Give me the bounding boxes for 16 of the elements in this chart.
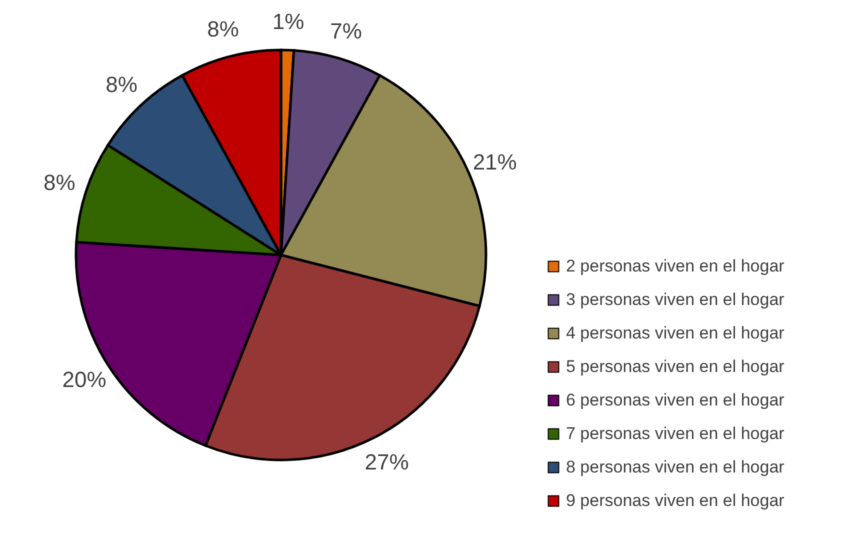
legend-label: 2 personas viven en el hogar	[566, 256, 785, 276]
legend-label: 7 personas viven en el hogar	[566, 424, 785, 443]
legend-label: 4 personas viven en el hogar	[566, 324, 785, 342]
legend-label: 8 personas viven en el hogar	[566, 458, 785, 476]
data-label: 7%	[330, 18, 362, 44]
legend-label: 5 personas viven en el hogar	[566, 357, 785, 376]
data-label: 8%	[44, 170, 76, 195]
data-label: 8%	[207, 16, 239, 42]
data-label: 1%	[272, 9, 304, 34]
legend-label: 6 personas viven en el hogar	[566, 390, 785, 410]
data-label: 20%	[62, 366, 106, 392]
data-label: 21%	[472, 149, 517, 174]
legend-label: 9 personas viven en el hogar	[566, 491, 785, 510]
legend-label: 3 personas viven en el hogar	[566, 290, 785, 309]
data-label: 27%	[364, 450, 409, 475]
data-label: 8%	[106, 72, 138, 98]
